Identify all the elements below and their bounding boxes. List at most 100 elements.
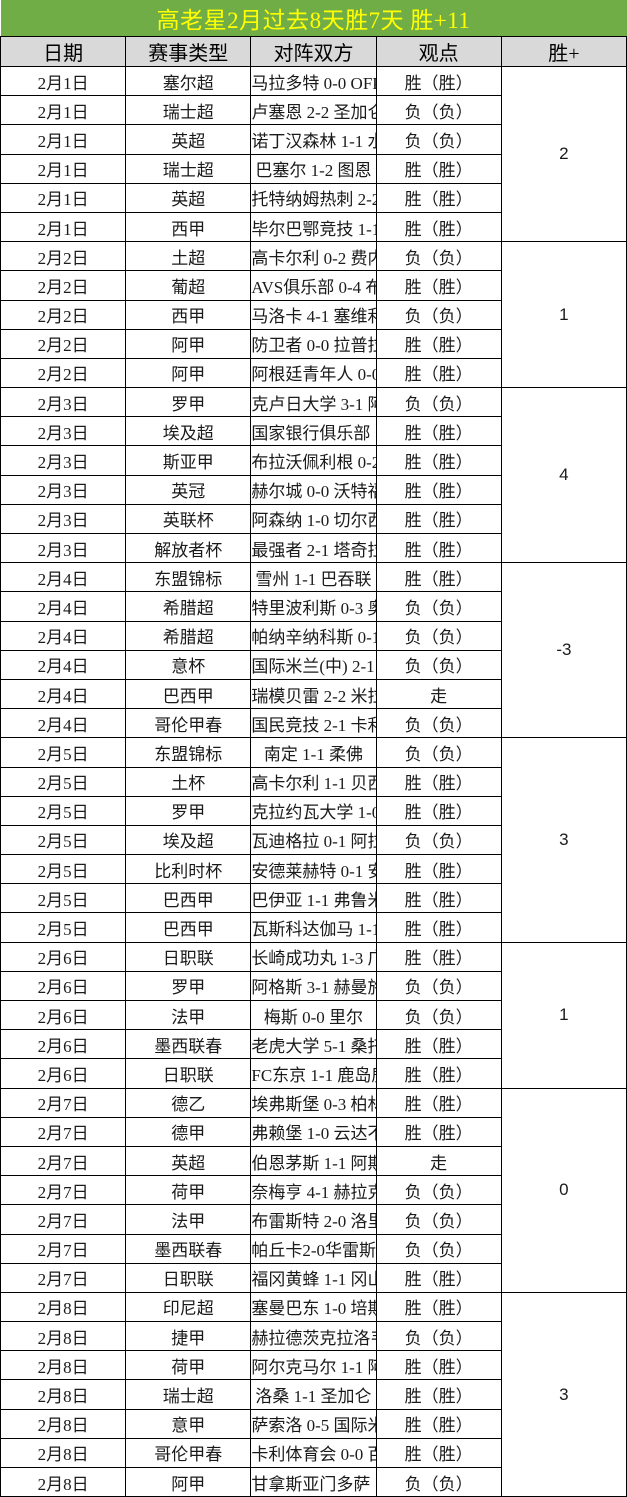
cell-date: 2月5日 <box>0 912 127 943</box>
table-row: 2月5日 东盟锦标 南定 1-1 柔佛 负（负） 3 <box>0 737 627 943</box>
cell-view-win: 胜（胜） <box>375 182 502 213</box>
cell-match: 阿根廷青年人 0-0 贝尔格拉诺 <box>250 357 377 389</box>
cell-view-lose: 负（负） <box>375 649 502 680</box>
cell-view-push: 走 <box>375 1145 502 1177</box>
cell-league: 德乙 <box>125 1087 252 1118</box>
cell-league: 英超 <box>125 124 252 155</box>
cell-view-lose: 负（负） <box>375 95 502 126</box>
cell-view-win: 胜（胜） <box>375 1379 502 1410</box>
cell-league: 日职联 <box>125 1262 252 1293</box>
cell-date: 2月3日 <box>0 387 127 418</box>
cell-league: 东盟锦标 <box>125 737 252 768</box>
cell-match: 马拉多特 0-0 OFK贝尔格莱德 <box>250 65 377 97</box>
cell-league: 巴西甲 <box>125 883 252 914</box>
cell-date: 2月2日 <box>0 241 127 272</box>
cell-match: 南定 1-1 柔佛 <box>250 737 377 768</box>
cell-match: 马洛卡 4-1 塞维利亚 <box>250 299 377 330</box>
cell-match: 国际米兰(中) 2-1 都灵 <box>250 649 377 680</box>
cell-match: 老虎大学 5-1 桑托斯拉古纳 <box>250 1029 377 1060</box>
cell-view-win: 胜（胜） <box>375 854 502 885</box>
cell-view-win: 胜（胜） <box>375 416 502 447</box>
cell-date: 2月6日 <box>0 1029 127 1060</box>
cell-league: 希腊超 <box>125 591 252 622</box>
cell-league: 法甲 <box>125 999 252 1031</box>
cell-league: 解放者杯 <box>125 532 252 564</box>
cell-view-win: 胜（胜） <box>375 1437 502 1469</box>
cell-date: 2月3日 <box>0 445 127 476</box>
cell-date: 2月7日 <box>0 1233 127 1264</box>
cell-league: 斯亚甲 <box>125 445 252 476</box>
cell-match: 洛桑 1-1 圣加仑 <box>250 1379 377 1410</box>
cell-date: 2月3日 <box>0 416 127 447</box>
cell-match: 赫拉德茨克拉洛韦 3-0 杜库拉 <box>250 1321 377 1352</box>
cell-league: 捷甲 <box>125 1321 252 1352</box>
cell-view-win: 胜（胜） <box>375 1350 502 1381</box>
column-header-date: 日期 <box>0 36 127 67</box>
cell-date: 2月1日 <box>0 124 127 155</box>
cell-match: 卡利体育会 0-0 百万富翁 <box>250 1437 377 1469</box>
cell-view-win: 胜（胜） <box>375 1408 502 1439</box>
cell-view-lose: 负（负） <box>375 1466 502 1497</box>
cell-league: 哥伦甲春 <box>125 708 252 739</box>
cell-group-score: 1 <box>500 941 627 1089</box>
cell-league: 阿甲 <box>125 1466 252 1497</box>
cell-view-lose: 负（负） <box>375 737 502 768</box>
table-row: 2月6日 法甲 梅斯 0-0 里尔 负（负） <box>0 999 627 1031</box>
cell-league: 德甲 <box>125 1116 252 1147</box>
cell-date: 2月2日 <box>0 270 127 301</box>
cell-date: 2月8日 <box>0 1379 127 1410</box>
cell-date: 2月7日 <box>0 1087 127 1118</box>
cell-match: 甘拿斯亚门多萨 1-0 科尔多瓦学院 <box>250 1466 377 1497</box>
cell-date: 2月4日 <box>0 562 127 593</box>
cell-view-win: 胜（胜） <box>375 65 502 97</box>
cell-date: 2月7日 <box>0 1262 127 1293</box>
cell-match: 阿森纳 1-0 切尔西 <box>250 503 377 535</box>
cell-group-score: 2 <box>500 65 627 243</box>
cell-date: 2月4日 <box>0 620 127 651</box>
cell-match: 巴塞尔 1-2 图恩 <box>250 153 377 184</box>
cell-league: 希腊超 <box>125 620 252 651</box>
cell-match: 毕尔巴鄂竞技 1-1 皇家社会 <box>250 211 377 243</box>
cell-view-win: 胜（胜） <box>375 328 502 359</box>
cell-match: 赫尔城 0-0 沃特福德 <box>250 474 377 505</box>
cell-league: 东盟锦标 <box>125 562 252 593</box>
cell-match: 梅斯 0-0 里尔 <box>250 999 377 1031</box>
cell-match: 克拉约瓦大学 1-0 加拉茨钢铁 <box>250 795 377 826</box>
cell-view-push: 走 <box>375 678 502 710</box>
cell-date: 2月4日 <box>0 708 127 739</box>
column-header-view: 观点 <box>375 36 502 67</box>
cell-view-lose: 负（负） <box>375 387 502 418</box>
cell-match: 阿格斯 3-1 赫曼施塔特 <box>250 970 377 1002</box>
cell-match: 阿尔克马尔 1-1 阿贾克斯 <box>250 1350 377 1381</box>
cell-view-win: 胜（胜） <box>375 883 502 914</box>
cell-group-score: 4 <box>500 387 627 564</box>
cell-league: 意甲 <box>125 1408 252 1439</box>
banner-row: 高老星2月过去8天胜7天 胜+11 <box>0 0 627 37</box>
cell-view-lose: 负（负） <box>375 970 502 1002</box>
cell-league: 哥伦甲春 <box>125 1437 252 1469</box>
cell-match: 帕纳辛纳科斯 0-1 塞萨洛尼基 <box>250 620 377 651</box>
cell-league: 罗甲 <box>125 387 252 418</box>
cell-league: 埃及超 <box>125 824 252 856</box>
cell-view-win: 胜（胜） <box>375 474 502 505</box>
cell-date: 2月1日 <box>0 153 127 184</box>
cell-match: 国民竞技 2-1 卡利美洲 <box>250 708 377 739</box>
cell-match: 防卫者 0-0 拉普拉塔大学生 <box>250 328 377 359</box>
cell-league: 比利时杯 <box>125 854 252 885</box>
cell-league: 西甲 <box>125 299 252 330</box>
cell-league: 印尼超 <box>125 1291 252 1323</box>
cell-match: 帕丘卡2-0华雷斯 <box>250 1233 377 1264</box>
cell-league: 西甲 <box>125 211 252 243</box>
cell-view-win: 胜（胜） <box>375 766 502 797</box>
cell-date: 2月3日 <box>0 532 127 564</box>
cell-match: 克卢日大学 3-1 阿格斯 <box>250 387 377 418</box>
